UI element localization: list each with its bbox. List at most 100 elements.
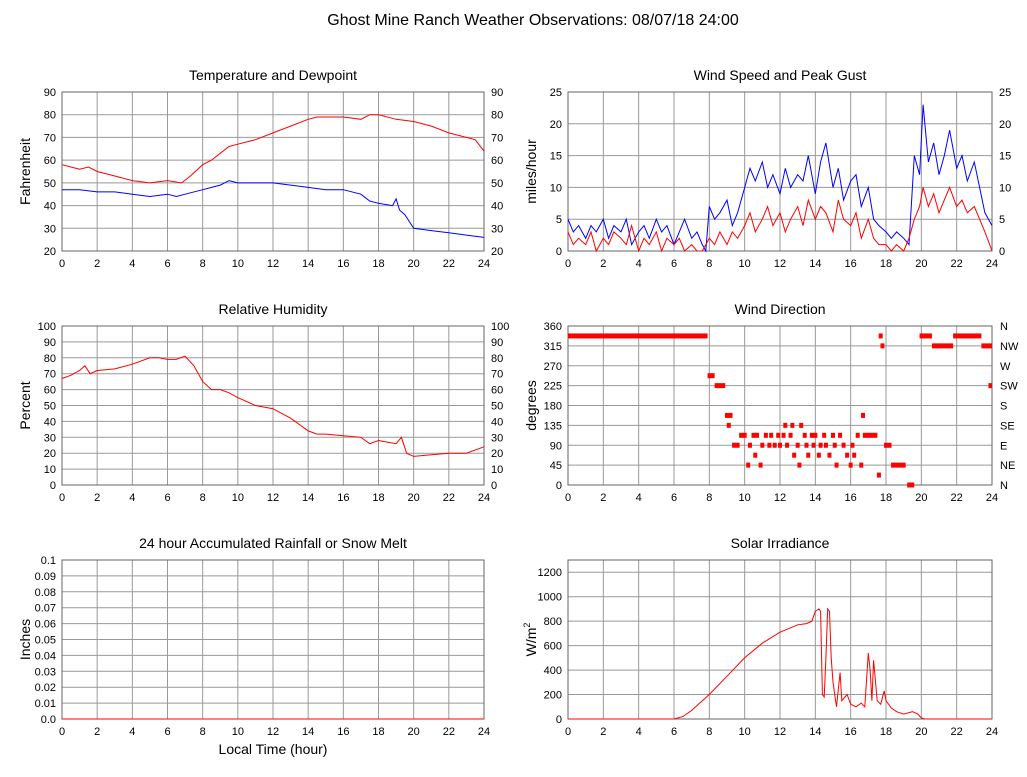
direction-run <box>707 373 715 379</box>
x-tick-label: 22 <box>443 726 455 738</box>
x-tick-label: 8 <box>706 726 712 738</box>
rh-series-line-0 <box>61 355 485 457</box>
y-tick-label: 10 <box>44 464 56 476</box>
compass-label: NW <box>1000 341 1019 353</box>
x-tick-label: 20 <box>915 492 927 504</box>
direction-point <box>859 462 864 468</box>
direction-point <box>797 462 802 468</box>
x-tick-label: 10 <box>232 258 244 270</box>
direction-point <box>818 442 823 448</box>
y-tick-label: 30 <box>44 223 56 235</box>
temp-series-line-1 <box>62 180 485 238</box>
x-tick-label: 2 <box>600 492 606 504</box>
y-tick-label: 200 <box>544 690 562 702</box>
x-tick-label: 8 <box>706 492 712 504</box>
direction-point <box>862 432 867 438</box>
direction-point <box>781 432 786 438</box>
direction-point <box>806 452 811 458</box>
temp-title: Temperature and Dewpoint <box>189 67 357 83</box>
x-tick-label: 14 <box>302 726 314 738</box>
direction-point <box>785 442 790 448</box>
direction-point <box>753 452 758 458</box>
y-tick-label-right: 40 <box>491 201 503 213</box>
y-tick-label-right: 20 <box>491 246 503 258</box>
x-tick-label: 22 <box>951 726 963 738</box>
solar-y-axis-label: W/m2 <box>522 623 539 657</box>
direction-point <box>887 442 892 448</box>
x-tick-label: 0 <box>565 258 571 270</box>
direction-point <box>901 462 906 468</box>
direction-point <box>751 432 756 438</box>
dir-title: Wind Direction <box>734 301 825 317</box>
direction-run <box>919 333 932 339</box>
direction-point <box>742 432 747 438</box>
y-tick-label-right: 15 <box>999 151 1011 163</box>
x-tick-label: 16 <box>337 492 349 504</box>
x-tick-label: 4 <box>636 726 642 738</box>
y-tick-label-right: 30 <box>491 223 503 235</box>
x-tick-label: 6 <box>164 726 170 738</box>
x-tick-label: 2 <box>94 726 100 738</box>
y-tick-label-right: 70 <box>491 132 503 144</box>
x-tick-label: 6 <box>671 492 677 504</box>
y-tick-label: 15 <box>550 151 562 163</box>
x-tick-label: 8 <box>200 492 206 504</box>
direction-run <box>988 383 992 389</box>
compass-label: N <box>1000 321 1008 333</box>
y-tick-label: 70 <box>44 132 56 144</box>
direction-point <box>747 442 752 448</box>
direction-point <box>869 432 874 438</box>
compass-label: N <box>1000 480 1008 492</box>
direction-point <box>813 432 818 438</box>
y-axis-label-text: Inches <box>17 619 33 660</box>
direction-point <box>772 442 777 448</box>
direction-point <box>790 422 795 428</box>
y-tick-label: 20 <box>550 119 562 131</box>
y-tick-label: 360 <box>544 321 562 333</box>
y-tick-label: 90 <box>44 87 56 99</box>
x-tick-label: 4 <box>129 492 135 504</box>
y-tick-label: 315 <box>544 341 562 353</box>
x-tick-label: 22 <box>443 492 455 504</box>
y-tick-label: 80 <box>44 110 56 122</box>
y-tick-label: 270 <box>544 361 562 373</box>
rh-title: Relative Humidity <box>219 301 328 317</box>
x-tick-label: 2 <box>94 258 100 270</box>
y-tick-label: 0 <box>556 714 562 726</box>
rh-plot-frame <box>61 325 485 486</box>
x-tick-label: 2 <box>94 492 100 504</box>
x-tick-label: 0 <box>565 726 571 738</box>
x-tick-label: 4 <box>636 258 642 270</box>
wind-title: Wind Speed and Peak Gust <box>694 67 867 83</box>
x-tick-label: 0 <box>565 492 571 504</box>
direction-point <box>827 452 832 458</box>
y-tick-label: 0.1 <box>41 555 56 567</box>
direction-point <box>834 462 839 468</box>
direction-point <box>799 422 804 428</box>
dir-plot-frame <box>567 325 993 486</box>
x-tick-label: 12 <box>267 258 279 270</box>
y-tick-label: 0.09 <box>35 571 56 583</box>
y-tick-label: 0 <box>556 480 562 492</box>
direction-point <box>769 432 774 438</box>
direction-point <box>841 442 846 448</box>
x-tick-label: 20 <box>915 258 927 270</box>
y-tick-label-right: 30 <box>491 432 503 444</box>
y-tick-label: 5 <box>556 214 562 226</box>
x-tick-label: 4 <box>636 492 642 504</box>
y-tick-label: 90 <box>550 440 562 452</box>
y-tick-label: 40 <box>44 201 56 213</box>
x-tick-label: 8 <box>200 258 206 270</box>
x-tick-label: 0 <box>59 726 65 738</box>
x-tick-label: 12 <box>267 726 279 738</box>
y-tick-label-right: 10 <box>491 464 503 476</box>
y-tick-label-right: 5 <box>999 214 1005 226</box>
direction-run <box>714 383 726 389</box>
y-tick-label: 180 <box>544 401 562 413</box>
direction-point <box>778 442 782 448</box>
direction-point <box>823 442 828 448</box>
y-tick-label-right: 0 <box>999 246 1005 258</box>
rh-y-axis-label: Percent <box>17 381 33 429</box>
